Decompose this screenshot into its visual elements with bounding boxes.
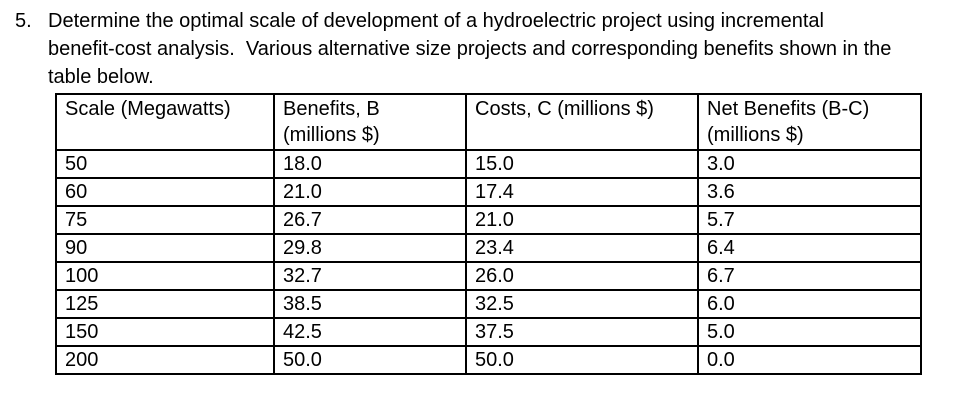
cell-costs: 32.5: [465, 289, 699, 319]
cell-net-benefits: 5.7: [697, 205, 922, 235]
cell-scale: 100: [55, 261, 275, 291]
cell-scale: 75: [55, 205, 275, 235]
cell-costs: 17.4: [465, 177, 699, 207]
cell-costs: 26.0: [465, 261, 699, 291]
cell-benefits: 50.0: [273, 345, 467, 375]
header-scale: Scale (Megawatts): [55, 93, 275, 151]
problem-statement: 5. Determine the optimal scale of develo…: [15, 7, 975, 91]
table-row: 75 26.7 21.0 5.7: [55, 205, 922, 235]
cell-benefits: 18.0: [273, 149, 467, 179]
header-line: (millions $): [707, 124, 804, 146]
table-row: 50 18.0 15.0 3.0: [55, 149, 922, 179]
cell-scale: 90: [55, 233, 275, 263]
header-net-benefits: Net Benefits (B-C) (millions $): [697, 93, 922, 151]
cell-net-benefits: 6.4: [697, 233, 922, 263]
table-row: 90 29.8 23.4 6.4: [55, 233, 922, 263]
cell-benefits: 42.5: [273, 317, 467, 347]
cell-net-benefits: 3.6: [697, 177, 922, 207]
header-costs: Costs, C (millions $): [465, 93, 699, 151]
table-row: 150 42.5 37.5 5.0: [55, 317, 922, 347]
cell-scale: 200: [55, 345, 275, 375]
cell-scale: 50: [55, 149, 275, 179]
benefit-cost-table: Scale (Megawatts) Benefits, B (millions …: [55, 93, 922, 375]
cell-benefits: 32.7: [273, 261, 467, 291]
header-line: Benefits, B: [283, 98, 380, 120]
cell-net-benefits: 5.0: [697, 317, 922, 347]
cell-net-benefits: 6.7: [697, 261, 922, 291]
table-row: 125 38.5 32.5 6.0: [55, 289, 922, 319]
cell-benefits: 29.8: [273, 233, 467, 263]
problem-text-line: benefit-cost analysis. Various alternati…: [48, 38, 892, 60]
cell-scale: 60: [55, 177, 275, 207]
cell-costs: 15.0: [465, 149, 699, 179]
problem-text-line: table below.: [48, 66, 154, 88]
header-line: Net Benefits (B-C): [707, 98, 870, 120]
cell-costs: 50.0: [465, 345, 699, 375]
problem-number: 5.: [15, 10, 32, 32]
cell-costs: 23.4: [465, 233, 699, 263]
table-row: 100 32.7 26.0 6.7: [55, 261, 922, 291]
header-benefits: Benefits, B (millions $): [273, 93, 467, 151]
cell-net-benefits: 6.0: [697, 289, 922, 319]
cell-benefits: 38.5: [273, 289, 467, 319]
cell-net-benefits: 3.0: [697, 149, 922, 179]
table-row: 200 50.0 50.0 0.0: [55, 345, 922, 375]
header-line: (millions $): [283, 124, 380, 146]
cell-scale: 125: [55, 289, 275, 319]
cell-benefits: 26.7: [273, 205, 467, 235]
header-line: Costs, C (millions $): [475, 98, 654, 120]
cell-benefits: 21.0: [273, 177, 467, 207]
cell-net-benefits: 0.0: [697, 345, 922, 375]
problem-text-line: Determine the optimal scale of developme…: [48, 10, 824, 32]
header-line: Scale (Megawatts): [65, 98, 231, 120]
table-row: 60 21.0 17.4 3.6: [55, 177, 922, 207]
cell-costs: 37.5: [465, 317, 699, 347]
cell-costs: 21.0: [465, 205, 699, 235]
table-header-row: Scale (Megawatts) Benefits, B (millions …: [55, 93, 922, 151]
problem-text: Determine the optimal scale of developme…: [48, 7, 928, 91]
cell-scale: 150: [55, 317, 275, 347]
